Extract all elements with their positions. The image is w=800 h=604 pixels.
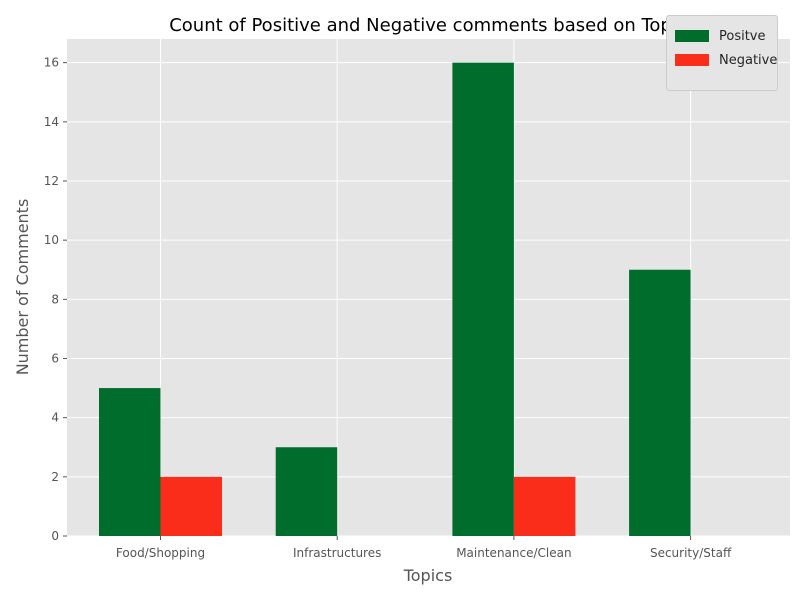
bar-negative-0	[160, 476, 222, 536]
bar-positve-2	[452, 62, 514, 537]
chart-title: Count of Positive and Negative comments …	[169, 15, 687, 36]
bar-positve-1	[275, 447, 338, 536]
y-tick-label: 4	[51, 411, 59, 425]
legend-swatch-negative	[675, 54, 709, 66]
y-axis-label: Number of Comments	[13, 199, 32, 376]
x-tick-label: Security/Staff	[650, 546, 732, 560]
x-tick-label: Food/Shopping	[116, 546, 205, 560]
x-tick-label: Infrastructures	[293, 546, 381, 560]
y-tick-label: 12	[44, 174, 59, 188]
y-tick-label: 14	[44, 115, 59, 129]
y-tick-label: 10	[44, 233, 59, 247]
y-tick-label: 8	[51, 292, 59, 306]
y-tick-label: 16	[44, 56, 59, 70]
bar-positve-3	[629, 269, 691, 536]
legend: Positve Negative	[666, 15, 778, 91]
y-tick-labels: 0 2 4 6 8 10 12 14 16	[44, 56, 67, 543]
legend-label-positive: Positve	[719, 28, 766, 44]
legend-item-positive: Positve	[675, 26, 766, 46]
y-tick-label: 6	[51, 352, 59, 366]
y-tick-label: 0	[51, 529, 59, 543]
y-tick-label: 2	[51, 470, 59, 484]
x-tick-label: Maintenance/Clean	[456, 546, 571, 560]
x-axis-label: Topics	[403, 566, 453, 585]
x-tick-labels: Food/Shopping Infrastructures Maintenance/…	[116, 536, 732, 560]
bar-positve-0	[99, 388, 161, 536]
legend-item-negative: Negative	[675, 50, 777, 70]
bars-layer	[99, 62, 691, 537]
legend-label-negative: Negative	[719, 52, 778, 68]
bar-negative-2	[513, 476, 576, 536]
legend-swatch-positive	[675, 30, 709, 42]
